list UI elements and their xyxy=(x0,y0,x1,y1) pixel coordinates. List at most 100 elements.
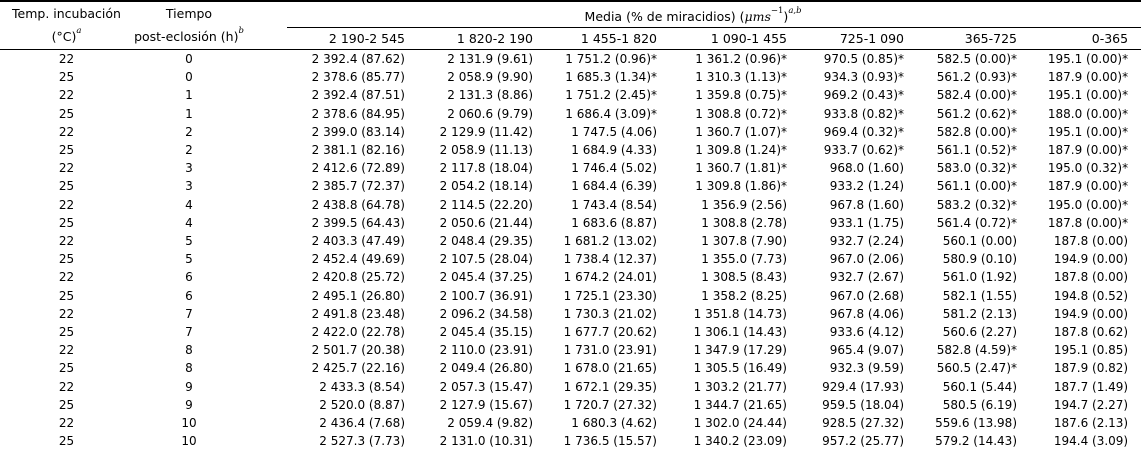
value-cell: 2 050.6 (21.44) xyxy=(439,215,533,230)
table-row: 22 3 2 412.6 (72.89) 2 117.8 (18.04) 1 7… xyxy=(0,159,1141,177)
value-cell: 582.8 (0.00)* xyxy=(936,124,1017,139)
value-cell: 194.9 (0.00) xyxy=(1053,252,1129,267)
time-cell: 2 xyxy=(185,124,193,139)
time-cell: 4 xyxy=(185,215,193,230)
table-row: 25 0 2 378.6 (85.77) 2 058.9 (9.90) 1 68… xyxy=(0,68,1141,86)
value-cell: 1 306.1 (14.43) xyxy=(693,325,787,340)
header-media-span: Media (% de miracidios) (μms−1)a,b xyxy=(245,1,1141,28)
header-range-2190-2545: 2 190-2 545 xyxy=(245,28,405,50)
value-cell: 2 045.4 (37.25) xyxy=(439,270,533,285)
value-cell: 1 308.8 (0.72)* xyxy=(695,106,787,121)
value-cell: 933.2 (1.24) xyxy=(829,179,904,194)
value-cell: 2 129.9 (11.42) xyxy=(439,124,533,139)
value-cell: 1 751.2 (2.45)* xyxy=(565,88,657,103)
media-math-units: μms xyxy=(744,9,771,25)
table-row: 22 10 2 436.4 (7.68) 2 059.4 (9.82) 1 68… xyxy=(0,414,1141,432)
value-cell: 195.0 (0.00)* xyxy=(1047,197,1129,212)
time-cell: 5 xyxy=(185,234,193,249)
value-cell: 970.5 (0.85)* xyxy=(823,52,904,66)
value-cell: 1 747.5 (4.06) xyxy=(571,124,657,139)
footnote-mark-b: b xyxy=(238,25,244,36)
value-cell: 957.2 (25.77) xyxy=(822,434,904,449)
temp-cell: 25 xyxy=(58,325,75,340)
table-row: 22 5 2 403.3 (47.49) 2 048.4 (29.35) 1 6… xyxy=(0,232,1141,250)
value-cell: 1 674.2 (24.01) xyxy=(563,270,657,285)
table-row: 25 4 2 399.5 (64.43) 2 050.6 (21.44) 1 6… xyxy=(0,214,1141,232)
time-cell: 10 xyxy=(181,416,197,431)
table-row: 25 3 2 385.7 (72.37) 2 054.2 (18.14) 1 6… xyxy=(0,177,1141,195)
value-cell: 1 356.9 (2.56) xyxy=(701,197,787,212)
value-cell: 580.9 (0.10) xyxy=(942,252,1017,267)
table-row: 25 6 2 495.1 (26.80) 2 100.7 (36.91) 1 7… xyxy=(0,287,1141,305)
value-cell: 967.0 (2.06) xyxy=(829,252,904,267)
time-cell: 4 xyxy=(185,197,193,212)
media-label-close: ) xyxy=(783,9,789,25)
value-cell: 2 100.7 (36.91) xyxy=(439,288,533,303)
temp-cell: 22 xyxy=(58,197,75,212)
value-cell: 1 751.2 (0.96)* xyxy=(565,52,657,66)
value-cell: 2 096.2 (34.58) xyxy=(439,306,533,321)
value-cell: 1 309.8 (1.24)* xyxy=(695,143,787,158)
value-cell: 1 309.8 (1.86)* xyxy=(695,179,787,194)
value-cell: 195.1 (0.00)* xyxy=(1047,88,1129,103)
value-cell: 561.2 (0.93)* xyxy=(936,70,1017,85)
time-cell: 3 xyxy=(185,179,193,194)
value-cell: 933.6 (4.12) xyxy=(829,325,904,340)
footnote-mark-ab: a,b xyxy=(788,5,802,16)
value-cell: 967.8 (4.06) xyxy=(829,306,904,321)
value-cell: 2 495.1 (26.80) xyxy=(311,288,405,303)
time-cell: 6 xyxy=(185,270,193,285)
value-cell: 187.8 (0.00)* xyxy=(1047,215,1129,230)
value-cell: 969.2 (0.43)* xyxy=(823,88,904,103)
time-cell: 10 xyxy=(181,434,197,449)
value-cell: 959.5 (18.04) xyxy=(822,397,904,412)
value-cell: 2 058.9 (11.13) xyxy=(439,143,533,158)
value-cell: 2 058.9 (9.90) xyxy=(447,70,533,85)
value-cell: 1 302.0 (24.44) xyxy=(693,416,787,431)
value-cell: 932.7 (2.24) xyxy=(829,234,904,249)
header-range-725-1090: 725-1 090 xyxy=(787,28,904,50)
value-cell: 1 738.4 (12.37) xyxy=(563,252,657,267)
value-cell: 2 501.7 (20.38) xyxy=(311,343,405,358)
time-cell: 8 xyxy=(185,361,193,376)
table-row: 22 4 2 438.8 (64.78) 2 114.5 (22.20) 1 7… xyxy=(0,196,1141,214)
value-cell: 1 361.2 (0.96)* xyxy=(695,52,787,66)
header-range-1455-1820: 1 455-1 820 xyxy=(533,28,657,50)
time-cell: 9 xyxy=(185,379,193,394)
value-cell: 1 308.8 (2.78) xyxy=(701,215,787,230)
value-cell: 2 527.3 (7.73) xyxy=(319,434,405,449)
header-temp-line1: Temp. incubación xyxy=(12,5,121,21)
value-cell: 2 107.5 (28.04) xyxy=(439,252,533,267)
value-cell: 1 359.8 (0.75)* xyxy=(695,88,787,103)
value-cell: 561.0 (1.92) xyxy=(942,270,1017,285)
value-cell: 1 347.9 (17.29) xyxy=(693,343,787,358)
temp-cell: 22 xyxy=(58,343,75,358)
value-cell: 187.6 (2.13) xyxy=(1053,416,1129,431)
temp-cell: 25 xyxy=(58,143,75,158)
value-cell: 969.4 (0.32)* xyxy=(823,124,904,139)
header-temp-incubacion: Temp. incubación (°C)a xyxy=(0,1,133,50)
value-cell: 1 730.3 (21.02) xyxy=(563,306,657,321)
value-cell: 2 131.9 (9.61) xyxy=(447,52,533,66)
value-cell: 2 378.6 (85.77) xyxy=(311,70,405,85)
temp-cell: 25 xyxy=(58,179,75,194)
value-cell: 582.8 (4.59)* xyxy=(936,343,1017,358)
temp-cell: 22 xyxy=(58,234,75,249)
temp-cell: 25 xyxy=(58,252,75,267)
value-cell: 1 358.2 (8.25) xyxy=(701,288,787,303)
value-cell: 195.1 (0.85) xyxy=(1053,343,1129,358)
temp-cell: 22 xyxy=(58,52,75,66)
value-cell: 2 412.6 (72.89) xyxy=(311,161,405,176)
value-cell: 187.7 (1.49) xyxy=(1053,379,1129,394)
time-cell: 7 xyxy=(185,325,193,340)
value-cell: 2 491.8 (23.48) xyxy=(311,306,405,321)
value-cell: 2 399.5 (64.43) xyxy=(311,215,405,230)
value-cell: 967.0 (2.68) xyxy=(829,288,904,303)
value-cell: 187.9 (0.82) xyxy=(1053,361,1129,376)
value-cell: 561.1 (0.00)* xyxy=(936,179,1017,194)
value-cell: 2 048.4 (29.35) xyxy=(439,234,533,249)
value-cell: 194.7 (2.27) xyxy=(1053,397,1129,412)
value-cell: 1 684.9 (4.33) xyxy=(571,143,657,158)
value-cell: 2 060.6 (9.79) xyxy=(447,106,533,121)
value-cell: 187.9 (0.00)* xyxy=(1047,70,1129,85)
